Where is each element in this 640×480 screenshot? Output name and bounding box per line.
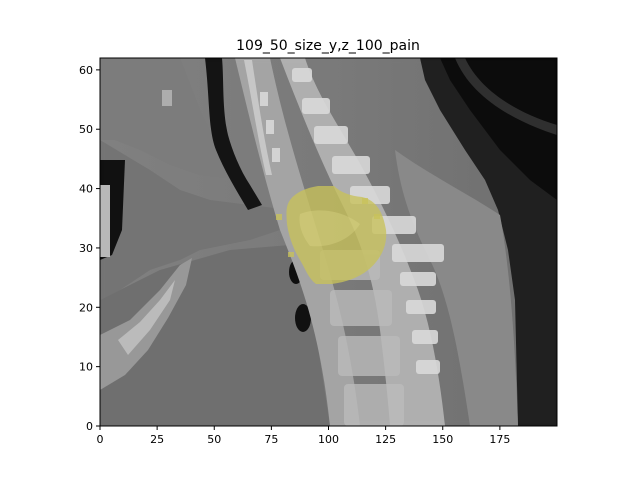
y-axis: 0 10 20 30 40 50 60 (79, 64, 100, 433)
y-tick-label: 10 (79, 361, 93, 374)
ct-image (100, 58, 557, 426)
y-tick-label: 30 (79, 242, 93, 255)
x-tick-label: 175 (489, 433, 510, 446)
x-tick-label: 0 (97, 433, 104, 446)
x-axis: 0 25 50 75 100 125 150 175 (97, 426, 510, 446)
y-tick-label: 40 (79, 183, 93, 196)
x-tick-label: 100 (318, 433, 339, 446)
y-tick-label: 60 (79, 64, 93, 77)
x-tick-label: 125 (375, 433, 396, 446)
x-tick-label: 150 (432, 433, 453, 446)
x-tick-label: 25 (150, 433, 164, 446)
y-tick-label: 20 (79, 301, 93, 314)
chart-title: 109_50_size_y,z_100_pain (236, 38, 420, 54)
y-tick-label: 50 (79, 123, 93, 136)
pain-overlay (276, 186, 387, 284)
x-tick-label: 75 (264, 433, 278, 446)
x-tick-label: 50 (207, 433, 221, 446)
y-tick-label: 0 (86, 420, 93, 433)
